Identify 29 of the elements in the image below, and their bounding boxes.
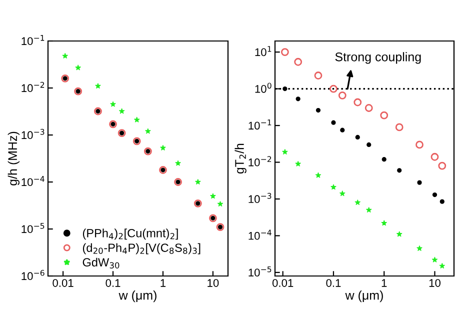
x-tick-label: 1 xyxy=(382,279,387,287)
y-tick-label: 10$^{−1}$ xyxy=(248,120,272,130)
y-tick-label: 10$^{−4}$ xyxy=(248,230,272,240)
x-axis-title: w (μm) xyxy=(118,290,156,302)
text: (d$_{20}$-Ph$_{4}$P)$_{2}$[V(C$_{8}$S$_{8}$)$_{3}$] xyxy=(82,243,200,254)
y-tick-label: 10$^{−5}$ xyxy=(248,266,272,276)
y-tick-label: 10$^{−2}$ xyxy=(248,156,272,166)
y-tick-label: 10$^{0}$ xyxy=(255,82,272,93)
x-tick-label: 10 xyxy=(429,279,440,287)
x-tick-label: 1 xyxy=(160,279,166,287)
x-axis-title: w (μm) xyxy=(345,290,383,302)
y-tick-label: 10$^{−3}$ xyxy=(22,128,44,140)
legend-label: GdW$_{30}$ xyxy=(82,258,120,268)
y-tick-label: 10$^{−3}$ xyxy=(248,192,272,204)
y-tick-label: 10$^{1}$ xyxy=(255,46,272,56)
y-tick-label: 10$^{−6}$ xyxy=(22,270,44,280)
y-tick-label: 10$^{−5}$ xyxy=(22,223,44,234)
x-tick-label: 0.01 xyxy=(52,279,74,287)
legend-label: (PPh$_{4}$)$_{2}$[Cu(mnt)$_{2}$] xyxy=(82,228,178,240)
y-axis-title: gT$_{2}$/h xyxy=(234,144,246,174)
x-tick-label: 0.1 xyxy=(106,279,120,287)
y-tick-label: 10$^{−1}$ xyxy=(22,35,44,46)
y-tick-label: 10$^{−2}$ xyxy=(22,82,44,92)
y-axis-title: g/h (MHz) xyxy=(8,132,20,186)
y-tick-label: 10$^{−4}$ xyxy=(22,176,44,186)
x-tick-label: 0.01 xyxy=(272,279,294,287)
x-tick-label: 0.1 xyxy=(326,279,341,287)
annotation: Strong coupling xyxy=(335,52,421,64)
x-tick-label: 10 xyxy=(208,279,219,287)
